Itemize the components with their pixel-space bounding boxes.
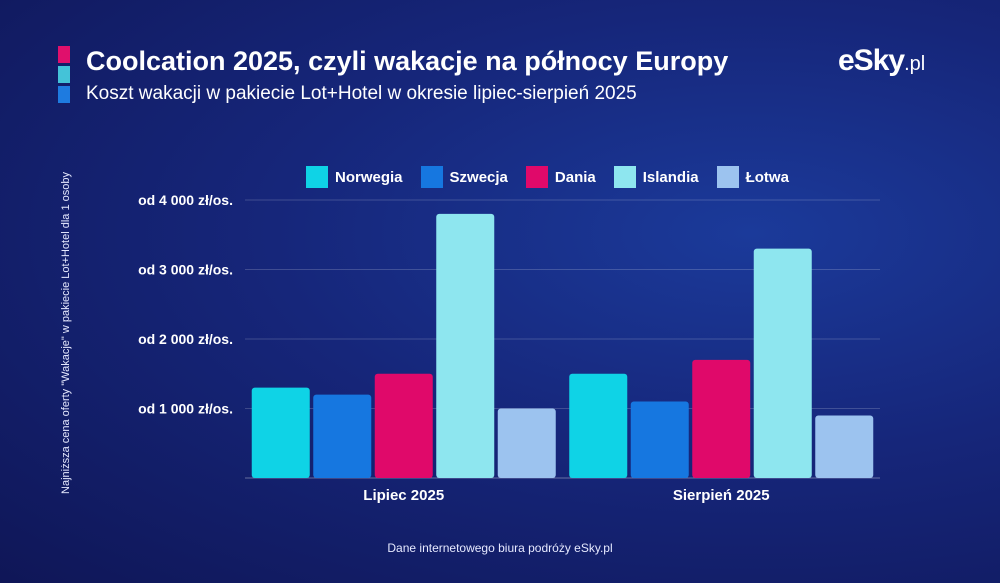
- legend-label: Norwegia: [335, 168, 403, 186]
- legend-item-2: Dania: [525, 166, 596, 188]
- source-note: Dane internetowego biura podróży eSky.pl: [387, 541, 613, 555]
- bar-dania-0: [374, 373, 433, 478]
- y-tick-label: od 4 000 zł/os.: [138, 192, 233, 208]
- accent-bar-pink: [58, 46, 70, 63]
- bar-islandia-1: [753, 248, 812, 478]
- bar-szwecja-1: [630, 401, 689, 478]
- legend-label: Szwecja: [449, 168, 508, 186]
- bar-norwegia-0: [251, 387, 310, 478]
- bar-islandia-0: [436, 213, 495, 478]
- legend-swatch: [613, 166, 636, 188]
- bar-szwecja-0: [313, 394, 372, 478]
- bar-łotwa-1: [815, 415, 874, 478]
- legend-item-1: Szwecja: [420, 166, 508, 188]
- y-tick-label: od 3 000 zł/os.: [138, 262, 233, 278]
- legend-swatch: [525, 166, 548, 188]
- legend-item-4: Łotwa: [716, 166, 789, 188]
- legend-label: Łotwa: [745, 168, 789, 186]
- legend: Norwegia Szwecja Dania Islandia Łotwa: [306, 166, 807, 188]
- bar-łotwa-0: [497, 408, 556, 478]
- x-category-label: Lipiec 2025: [363, 487, 444, 504]
- logo-suffix: .pl: [904, 53, 926, 75]
- legend-item-0: Norwegia: [306, 166, 403, 188]
- legend-swatch: [716, 166, 739, 188]
- accent-bar-blue: [58, 86, 70, 103]
- bar-norwegia-1: [569, 373, 628, 478]
- x-category-label: Sierpień 2025: [673, 487, 770, 504]
- accent-bar-cyan: [58, 66, 70, 83]
- legend-item-3: Islandia: [613, 166, 699, 188]
- bar-dania-1: [692, 359, 751, 478]
- legend-swatch: [420, 166, 443, 188]
- logo-main: eSky: [838, 44, 905, 77]
- accent-bars: [58, 46, 70, 106]
- legend-label: Dania: [554, 168, 596, 186]
- chart-title: Coolcation 2025, czyli wakacje na północ…: [86, 46, 729, 76]
- esky-logo: eSky.pl: [838, 44, 925, 78]
- legend-swatch: [306, 166, 328, 188]
- y-tick-label: od 2 000 zł/os.: [138, 331, 233, 347]
- y-tick-label: od 1 000 zł/os.: [138, 401, 233, 417]
- legend-label: Islandia: [642, 168, 699, 186]
- chart-subtitle: Koszt wakacji w pakiecie Lot+Hotel w okr…: [86, 83, 637, 104]
